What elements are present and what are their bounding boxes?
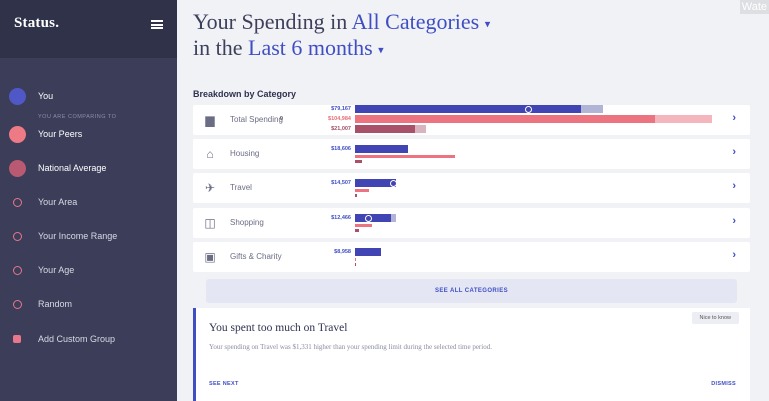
category-row[interactable]: ⌂ Housing $18,606 › [193, 139, 750, 169]
comparing-caption: YOU ARE COMPARING TO [38, 114, 117, 120]
you-color-dot [8, 87, 26, 105]
peers-spending-bar [355, 155, 455, 158]
sidebar-item-income-range[interactable]: Your Income Range [0, 223, 177, 249]
sidebar-item-label: Your Income Range [38, 231, 118, 241]
national-amount: $21,007 [331, 126, 351, 132]
chevron-right-icon[interactable]: › [732, 249, 736, 261]
title-prefix: Your Spending in [193, 9, 352, 34]
sidebar-item-label: Your Area [38, 197, 78, 207]
sidebar-item-label: Your Age [38, 265, 75, 275]
page-title-line-2: in the Last 6 months ▾ [193, 35, 384, 61]
sidebar: Status. You YOU ARE COMPARING TO Your Pe… [0, 0, 177, 401]
brand-logo[interactable]: Status. [14, 15, 60, 31]
category-superscript: 0 [280, 116, 283, 122]
category-row[interactable]: ◫ Shopping $12,466 › [193, 208, 750, 238]
you-spending-bar [355, 179, 397, 187]
spending-marker [390, 179, 398, 187]
peers-spending-bar [355, 258, 356, 261]
national-spending-bar [355, 229, 359, 232]
national-spending-bar [355, 194, 357, 197]
chevron-down-icon: ▾ [378, 44, 384, 57]
category-select[interactable]: All Categories ▾ [352, 9, 491, 34]
you-amount: $14,507 [331, 180, 351, 186]
sidebar-item-you[interactable]: You [0, 83, 177, 109]
sidebar-item-peers[interactable]: Your Peers [0, 121, 177, 147]
sidebar-header: Status. [0, 0, 177, 58]
you-amount: $8,958 [334, 249, 351, 255]
spending-marker [364, 214, 372, 222]
add-square-icon [13, 335, 21, 343]
you-spending-bar [355, 248, 381, 256]
receipt-icon: ▆ [205, 113, 215, 127]
you-spending-bar [355, 145, 409, 153]
category-label: Total Spending [230, 115, 283, 124]
you-amount: $79,167 [331, 106, 351, 112]
sidebar-item-national-average[interactable]: National Average [0, 155, 177, 181]
radio-ring-icon [12, 231, 22, 241]
home-icon: ⌂ [206, 147, 214, 161]
sidebar-item-label: Your Peers [38, 129, 83, 139]
peers-spending-bar [355, 115, 655, 123]
breakdown-title: Breakdown by Category [193, 89, 297, 99]
chevron-right-icon[interactable]: › [732, 215, 736, 227]
page-title-line-1: Your Spending in All Categories ▾ [193, 9, 490, 35]
shopping-bag-icon: ◫ [204, 216, 216, 230]
period-select-value: Last 6 months [248, 35, 373, 60]
sidebar-item-label: National Average [38, 163, 107, 173]
sidebar-item-your-age[interactable]: Your Age [0, 257, 177, 283]
peers-color-dot [8, 125, 26, 143]
plane-icon: ✈ [204, 181, 216, 195]
category-label: Shopping [230, 218, 264, 227]
gift-icon: ▣ [204, 250, 216, 264]
you-amount: $18,606 [331, 146, 351, 152]
sidebar-item-your-area[interactable]: Your Area [0, 189, 177, 215]
national-spending-bar [355, 263, 356, 266]
menu-icon[interactable] [151, 20, 163, 29]
category-row[interactable]: ✈ Travel $14,507 › [193, 173, 750, 203]
category-label: Travel [230, 183, 252, 192]
period-select[interactable]: Last 6 months ▾ [248, 35, 384, 60]
category-label: Gifts & Charity [230, 252, 282, 261]
you-amount: $12,466 [331, 215, 351, 221]
national-spending-bar [355, 160, 362, 163]
radio-ring-icon [12, 197, 22, 207]
category-row[interactable]: ▆ Total Spending 0 $79,167 $104,984 $21,007 › [193, 105, 750, 135]
nice-to-know-badge[interactable]: Nice to know [691, 312, 739, 324]
main-content: Wate Your Spending in All Categories ▾ i… [177, 0, 769, 401]
national-spending-bar [355, 125, 415, 133]
category-select-value: All Categories [351, 9, 480, 34]
sidebar-item-label: You [38, 91, 54, 101]
alert-card: Nice to know You spent too much on Trave… [193, 308, 750, 401]
see-all-categories-button[interactable]: SEE ALL CATEGORIES [206, 279, 737, 303]
peers-spending-bar [355, 224, 373, 227]
national-color-dot [8, 159, 26, 177]
chevron-right-icon[interactable]: › [732, 146, 736, 158]
alert-body: Your spending on Travel was $1,331 highe… [209, 343, 492, 351]
peers-amount: $104,984 [328, 116, 351, 122]
see-next-link[interactable]: SEE NEXT [209, 381, 239, 387]
you-spending-bar [355, 214, 391, 222]
category-label: Housing [230, 149, 260, 158]
dismiss-link[interactable]: DISMISS [711, 381, 736, 387]
sidebar-item-add-custom-group[interactable]: Add Custom Group [0, 326, 177, 352]
category-row[interactable]: ▣ Gifts & Charity $8,958 › [193, 242, 750, 272]
alert-title: You spent too much on Travel [209, 322, 348, 334]
title-prefix: in the [193, 35, 248, 60]
peers-spending-bar [355, 189, 370, 192]
chevron-right-icon[interactable]: › [732, 180, 736, 192]
sidebar-item-label: Random [38, 299, 73, 309]
you-spending-bar [355, 105, 582, 113]
radio-ring-icon [12, 265, 22, 275]
sidebar-item-random[interactable]: Random [0, 291, 177, 317]
chevron-down-icon: ▾ [484, 18, 491, 31]
spending-marker [525, 105, 533, 113]
watermark: Wate [739, 0, 769, 14]
radio-ring-icon [12, 299, 22, 309]
sidebar-item-label: Add Custom Group [38, 334, 116, 344]
chevron-right-icon[interactable]: › [732, 112, 736, 124]
